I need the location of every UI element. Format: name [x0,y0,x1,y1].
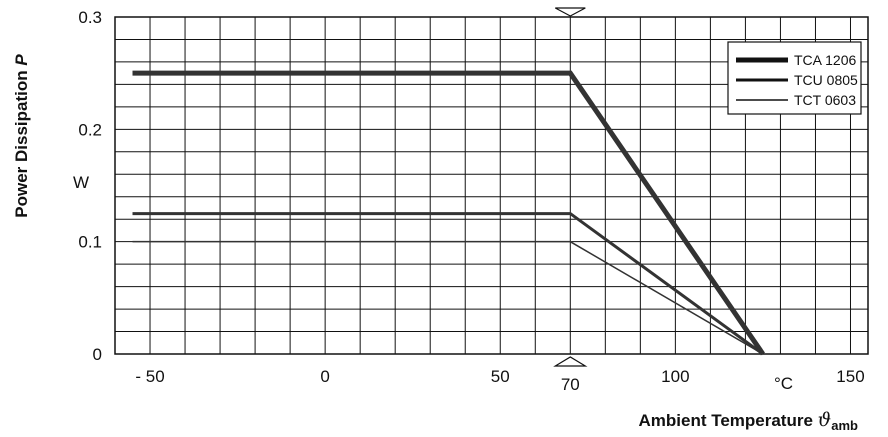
triangle-marker-top [555,7,586,17]
series-line [132,70,765,356]
y-axis-symbol: P [12,54,31,66]
y-tick-label: 0 [93,345,102,364]
x-tick-label: - 50 [135,367,164,386]
plot-frame [114,16,869,355]
x-tick-label: 150 [836,367,864,386]
x-axis-symbol-subscript: amb [831,418,858,433]
x-tick-label: 50 [491,367,510,386]
series-line [132,212,764,356]
legend-box [727,41,862,115]
legend-label: TCT 0603 [794,92,856,108]
x-tick-label: 70 [561,375,580,394]
y-axis-title: Power Dissipation P [12,54,31,218]
x-tick-label: 0 [320,367,329,386]
legend-label: TCA 1206 [794,52,856,68]
x-unit-label: °C [774,374,793,393]
x-tick-labels: - 50 0 50 70 100 150 [135,367,864,394]
y-unit-label: W [73,173,89,192]
y-axis-title-text: Power Dissipation [12,70,31,217]
series-line [132,240,764,355]
y-tick-labels: 0 0.1 0.2 0.3 [78,8,102,364]
x-axis-title: Ambient Temperature ϑamb [638,409,858,433]
x-axis-symbol: ϑ [818,409,832,431]
series-lines [132,70,765,356]
y-tick-label: 0.2 [78,120,102,139]
y-tick-label: 0.1 [78,233,102,252]
x-tick-label: 100 [661,367,689,386]
legend-label: TCU 0805 [794,72,858,88]
legend: TCA 1206 TCU 0805 TCT 0603 [727,41,862,115]
y-tick-label: 0.3 [78,8,102,27]
temperature-markers [553,7,588,367]
triangle-marker-bottom [553,356,588,367]
x-axis-title-text: Ambient Temperature [638,411,812,430]
